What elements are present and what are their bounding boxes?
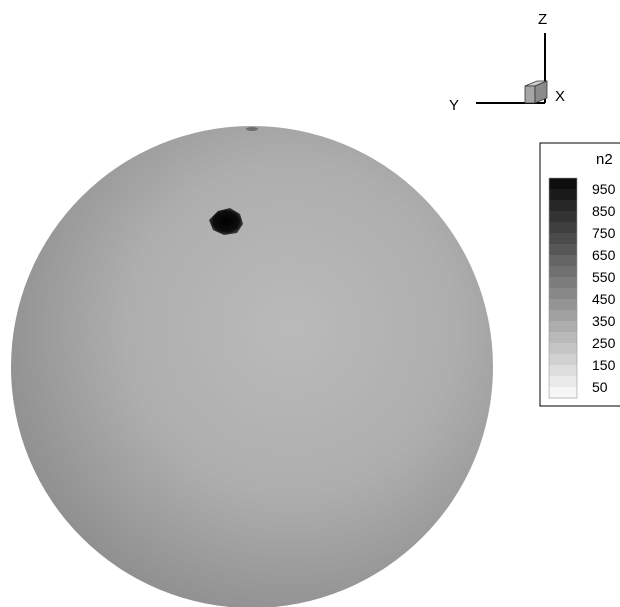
legend-swatch — [549, 277, 577, 289]
legend-tick-label: 950 — [592, 181, 616, 197]
legend-swatch — [549, 387, 577, 399]
legend-swatch — [549, 365, 577, 377]
legend-tick-label: 50 — [592, 379, 608, 395]
sphere-surface — [11, 126, 493, 607]
y-axis-label: Y — [449, 97, 459, 114]
legend-labels: 950 850 750 650 550 450 350 250 150 50 — [592, 181, 616, 395]
legend-swatch-border — [548, 177, 578, 399]
legend-swatch — [549, 233, 577, 245]
legend-swatch — [549, 332, 577, 344]
legend-swatch — [549, 299, 577, 311]
contour-legend: n2 950 850 750 650 550 450 350 250 150 50 — [539, 142, 620, 407]
legend-swatch — [549, 211, 577, 223]
legend-swatch — [549, 255, 577, 267]
north-pole-marker — [246, 127, 258, 131]
legend-swatch — [549, 343, 577, 355]
legend-swatch — [549, 244, 577, 256]
legend-tick-label: 650 — [592, 247, 616, 263]
legend-swatch — [549, 321, 577, 333]
triad-cube-side — [534, 80, 548, 104]
legend-swatch — [549, 266, 577, 278]
legend-tick-label: 750 — [592, 225, 616, 241]
legend-swatch — [549, 200, 577, 212]
triad-cube-front — [524, 85, 536, 104]
legend-tick-label: 550 — [592, 269, 616, 285]
legend-swatch — [549, 222, 577, 234]
legend-swatch — [549, 288, 577, 300]
x-axis-label: X — [555, 88, 565, 105]
legend-tick-label: 250 — [592, 335, 616, 351]
z-axis-label: Z — [538, 11, 547, 28]
legend-tick-label: 850 — [592, 203, 616, 219]
legend-title: n2 — [596, 151, 613, 168]
legend-swatch — [549, 189, 577, 201]
legend-swatches — [548, 177, 578, 399]
legend-swatch — [549, 376, 577, 388]
contour-sphere — [11, 126, 493, 607]
axes-triad: Z Y X — [449, 11, 565, 114]
legend-tick-label: 450 — [592, 291, 616, 307]
legend-tick-label: 150 — [592, 357, 616, 373]
legend-swatch — [549, 354, 577, 366]
legend-tick-label: 350 — [592, 313, 616, 329]
legend-swatch — [549, 178, 577, 190]
hot-spot — [209, 208, 243, 235]
legend-swatch — [549, 310, 577, 322]
